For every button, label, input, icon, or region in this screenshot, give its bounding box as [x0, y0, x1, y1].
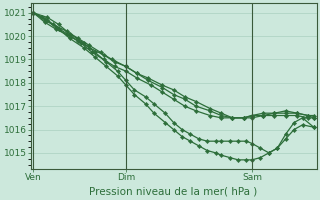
X-axis label: Pression niveau de la mer( hPa ): Pression niveau de la mer( hPa )	[90, 187, 258, 197]
